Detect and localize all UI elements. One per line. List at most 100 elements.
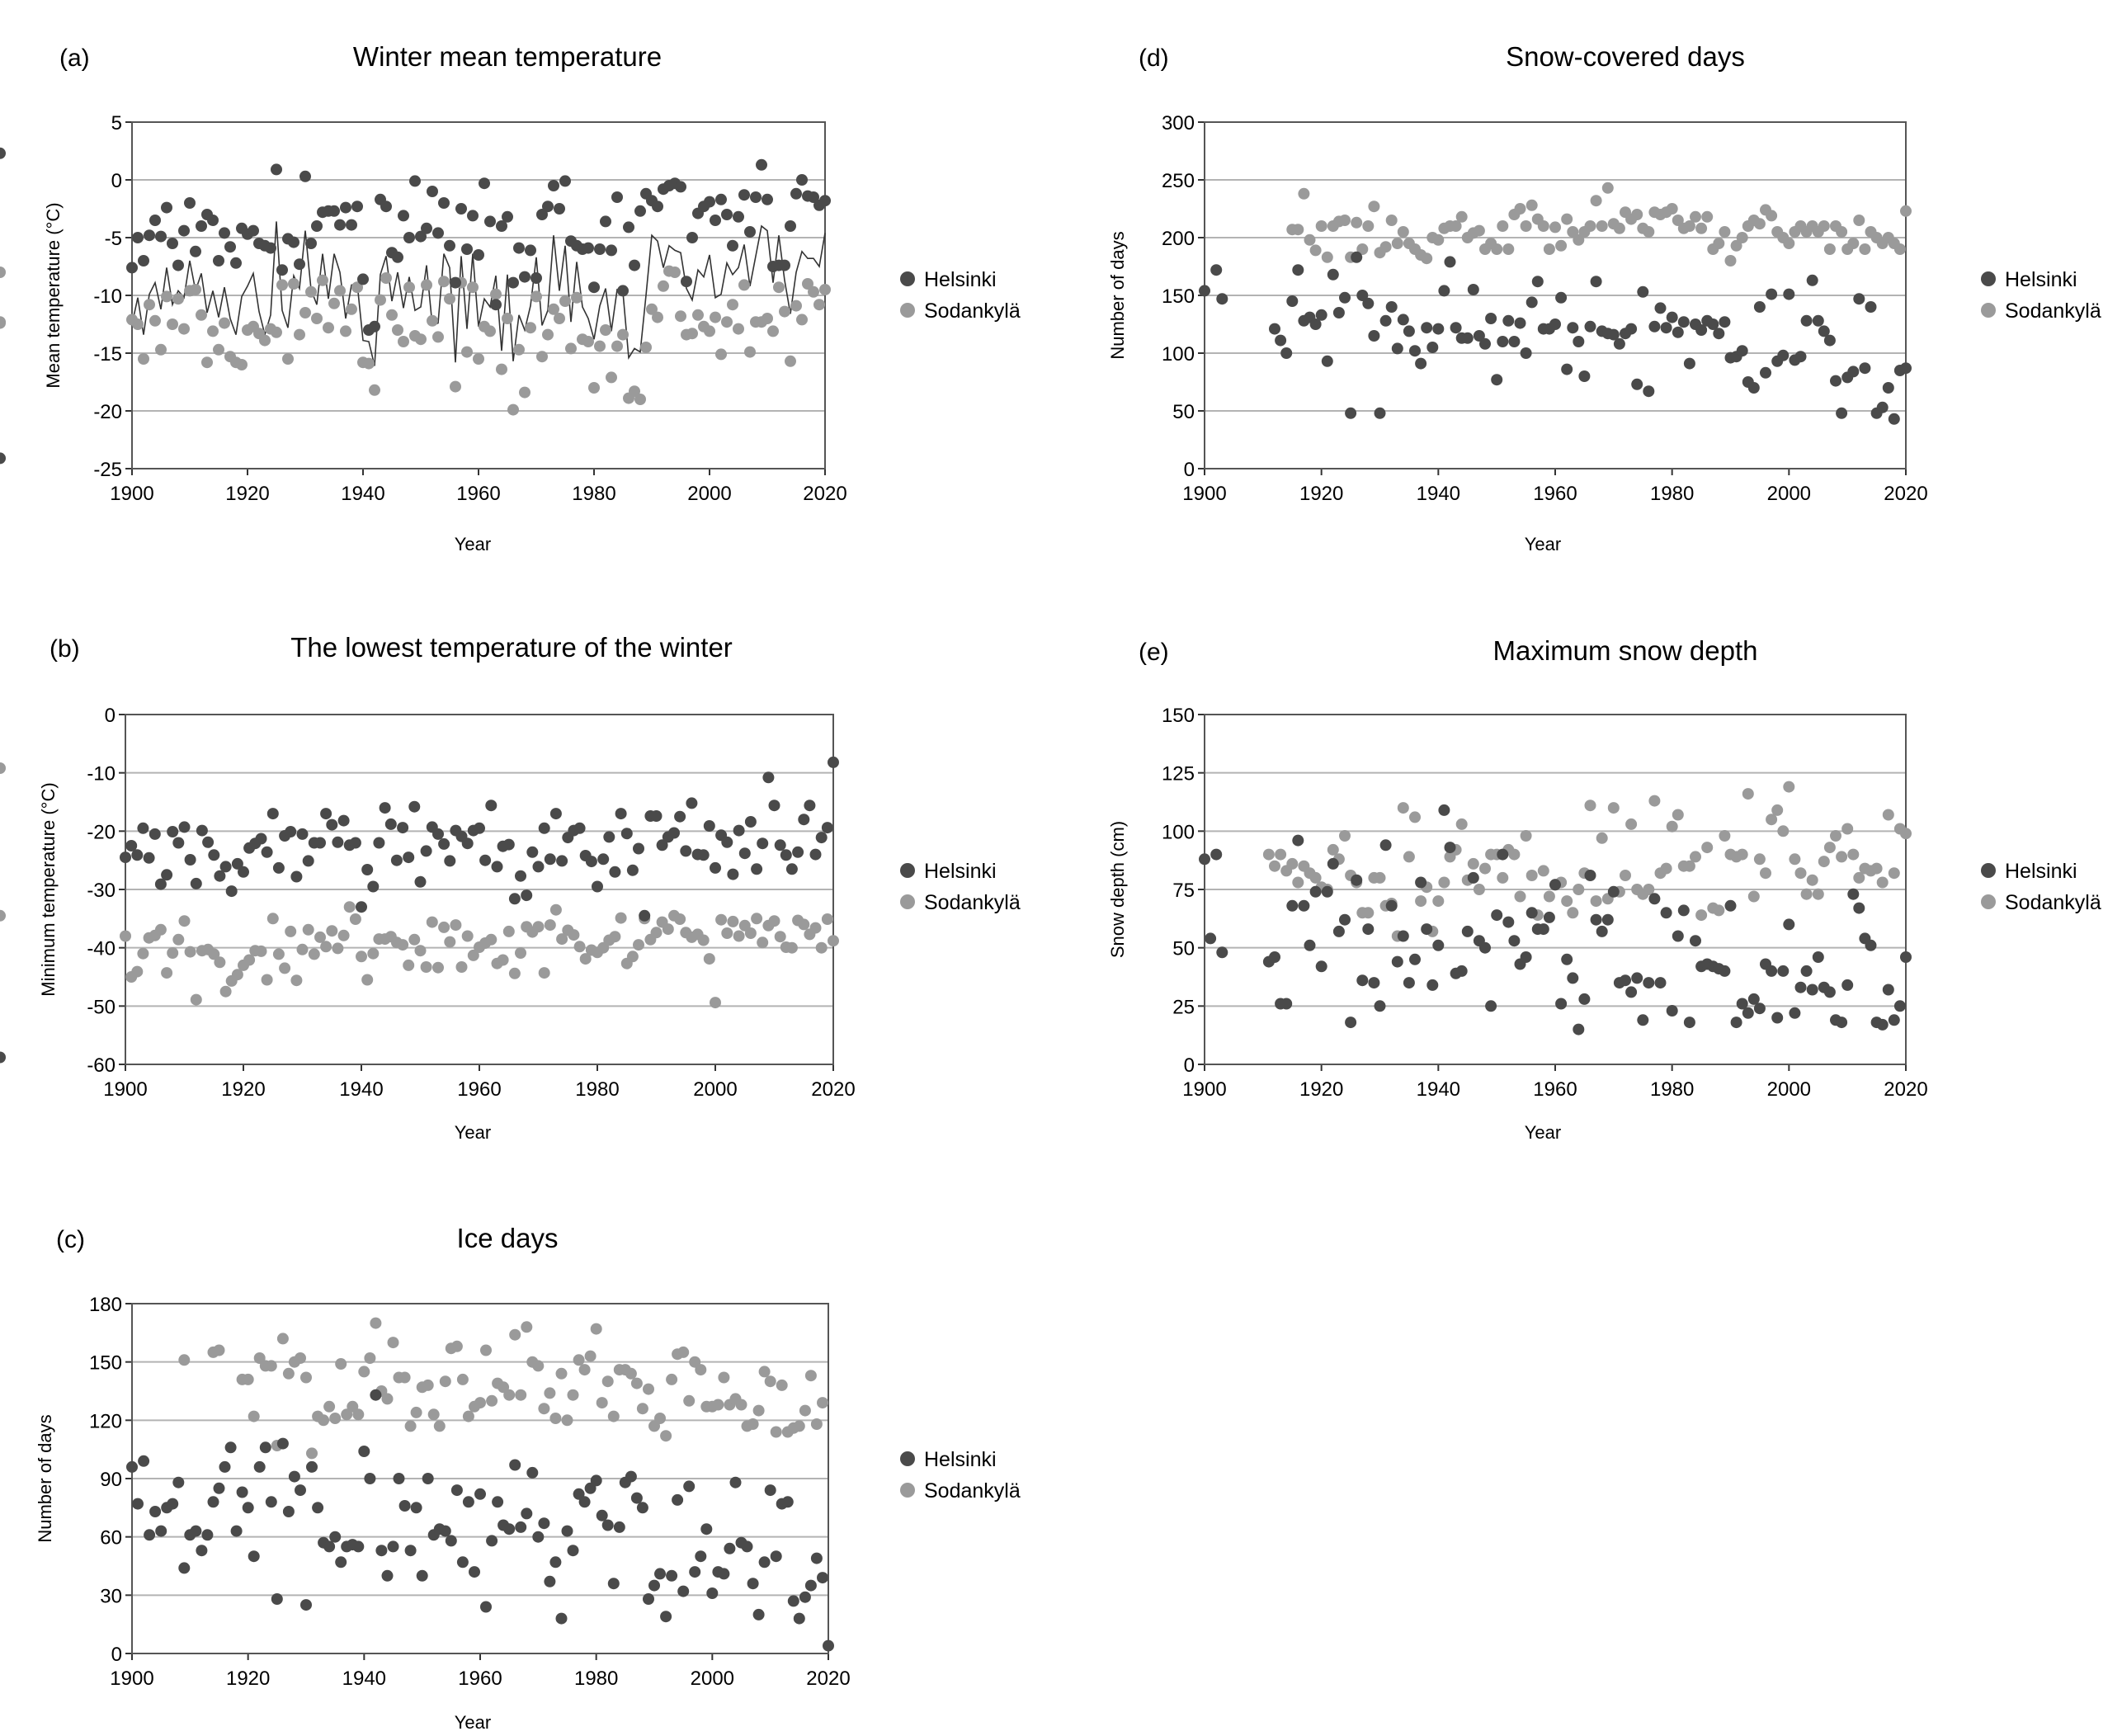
sodankyla-point bbox=[1783, 781, 1795, 793]
helsinki-point bbox=[285, 826, 297, 837]
helsinki-point bbox=[823, 1639, 834, 1652]
helsinki-point bbox=[1794, 351, 1807, 363]
sodankyla-point bbox=[1304, 234, 1316, 246]
helsinki-point bbox=[1210, 264, 1223, 276]
y-tick-label: -50 bbox=[87, 996, 116, 1018]
helsinki-point bbox=[750, 191, 762, 203]
helsinki-point bbox=[432, 227, 444, 239]
helsinki-point bbox=[467, 210, 479, 222]
helsinki-point bbox=[744, 816, 757, 828]
helsinki-point bbox=[219, 1460, 231, 1473]
sodankyla-point bbox=[768, 915, 780, 927]
helsinki-point bbox=[261, 846, 273, 858]
helsinki-point bbox=[208, 849, 220, 861]
helsinki-point bbox=[480, 1601, 492, 1613]
helsinki-point bbox=[231, 857, 243, 870]
legend-label: Sodankylä bbox=[924, 1479, 1021, 1502]
helsinki-point bbox=[1450, 322, 1462, 334]
sodankyla-point bbox=[660, 1430, 672, 1442]
sodankyla-point bbox=[607, 1410, 620, 1422]
helsinki-point bbox=[515, 1521, 527, 1533]
sodankyla-point bbox=[1537, 865, 1549, 877]
helsinki-point bbox=[1607, 885, 1620, 898]
helsinki-point bbox=[779, 259, 790, 271]
helsinki-point bbox=[594, 243, 606, 255]
helsinki-point bbox=[526, 1466, 539, 1479]
sodankyla-point bbox=[588, 382, 600, 394]
helsinki-point bbox=[1491, 909, 1503, 922]
x-tick-label: 1980 bbox=[1650, 1078, 1694, 1101]
helsinki-point bbox=[666, 1569, 678, 1582]
x-tick-label: 1980 bbox=[572, 483, 615, 505]
sodankyla-point bbox=[1543, 243, 1555, 255]
sodankyla-point bbox=[461, 346, 473, 358]
helsinki-point bbox=[629, 259, 640, 271]
helsinki-point bbox=[738, 847, 751, 860]
helsinki-point bbox=[1339, 913, 1351, 926]
helsinki-point bbox=[439, 1525, 451, 1537]
helsinki-point bbox=[1625, 323, 1638, 335]
sodankyla-point bbox=[556, 933, 568, 946]
helsinki-point bbox=[1403, 977, 1415, 989]
helsinki-point bbox=[815, 832, 828, 844]
helsinki-point bbox=[792, 846, 804, 858]
helsinki-point bbox=[314, 837, 326, 849]
sodankyla-point bbox=[643, 1383, 654, 1395]
sodankyla-point bbox=[311, 313, 323, 324]
helsinki-point bbox=[276, 1437, 289, 1450]
sodankyla-point bbox=[290, 974, 303, 987]
helsinki-point bbox=[364, 1473, 376, 1484]
helsinki-point bbox=[271, 163, 282, 176]
helsinki-point bbox=[1578, 370, 1591, 382]
helsinki-point bbox=[456, 1556, 469, 1569]
y-axis-label: Number of days bbox=[35, 1414, 55, 1542]
x-axis-label: Year bbox=[455, 534, 491, 554]
sodankyla-point bbox=[242, 1373, 254, 1385]
sodankyla-point bbox=[1724, 255, 1737, 267]
sodankyla-point bbox=[343, 901, 356, 913]
sodankyla-point bbox=[296, 943, 309, 955]
panel-label: (e) bbox=[1139, 639, 1169, 666]
sodankyla-point bbox=[1823, 842, 1836, 854]
sodankyla-point bbox=[636, 1403, 648, 1415]
helsinki-point bbox=[1473, 330, 1485, 342]
sodankyla-point bbox=[669, 267, 681, 278]
sodankyla-point bbox=[573, 1354, 585, 1366]
helsinki-point bbox=[248, 224, 259, 237]
helsinki-point bbox=[143, 851, 155, 864]
sodankyla-point bbox=[1900, 828, 1912, 840]
sodankyla-point bbox=[386, 309, 398, 321]
sodankyla-point bbox=[715, 348, 727, 361]
sodankyla-point bbox=[480, 1344, 492, 1356]
helsinki-point bbox=[1823, 986, 1836, 998]
legend-label: Helsinki bbox=[924, 1448, 997, 1471]
sodankyla-point bbox=[474, 1397, 486, 1409]
helsinki-point bbox=[785, 220, 796, 232]
helsinki-point bbox=[1900, 951, 1912, 963]
sodankyla-point bbox=[758, 1366, 771, 1378]
helsinki-point bbox=[219, 227, 230, 239]
y-tick-label: 150 bbox=[1162, 285, 1195, 308]
helsinki-point bbox=[438, 197, 450, 209]
sodankyla-point bbox=[358, 1366, 370, 1378]
helsinki-point bbox=[213, 1482, 225, 1494]
y-tick-label: -10 bbox=[93, 285, 122, 308]
y-tick-label: -20 bbox=[87, 821, 116, 843]
helsinki-point bbox=[561, 1525, 573, 1537]
helsinki-point bbox=[427, 186, 438, 197]
helsinki-point bbox=[757, 837, 769, 850]
helsinki-point bbox=[1812, 951, 1824, 963]
helsinki-point bbox=[302, 855, 314, 867]
x-tick-label: 1940 bbox=[342, 1668, 386, 1690]
helsinki-point bbox=[1292, 264, 1304, 276]
helsinki-point bbox=[1409, 345, 1421, 357]
helsinki-point bbox=[654, 1568, 666, 1580]
sodankyla-point bbox=[261, 974, 273, 986]
helsinki-point bbox=[1351, 251, 1363, 263]
helsinki-point bbox=[538, 822, 550, 834]
sodankyla-point bbox=[779, 305, 790, 318]
helsinki-point bbox=[686, 797, 698, 809]
sodankyla-point bbox=[178, 323, 190, 335]
sodankyla-point bbox=[590, 1323, 602, 1335]
